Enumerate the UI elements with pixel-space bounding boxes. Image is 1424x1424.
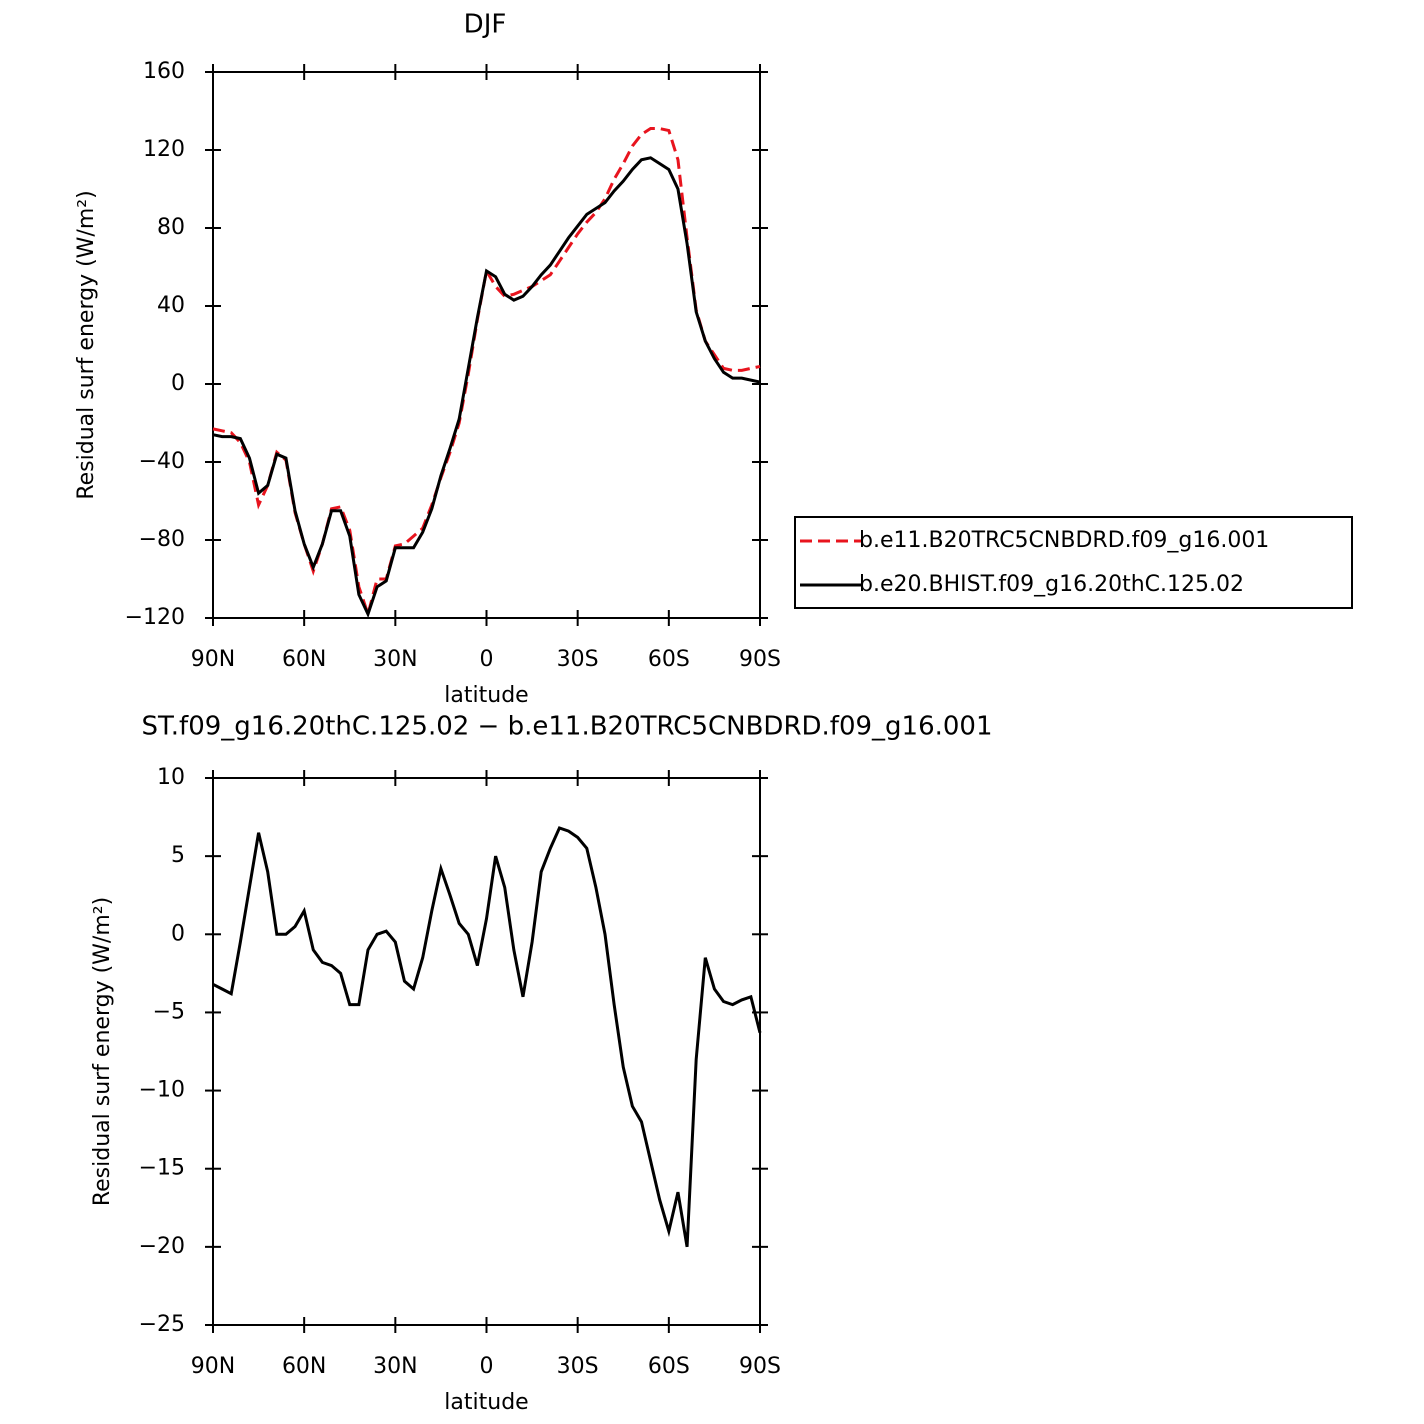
x-tick-label: 90N (191, 1354, 235, 1379)
y-tick-label: 10 (157, 765, 185, 790)
x-tick-label: 90S (739, 647, 781, 672)
y-tick-label: −5 (153, 999, 185, 1024)
x-tick-label: 30S (557, 647, 599, 672)
chart-title: ST.f09_g16.20thC.125.02 − b.e11.B20TRC5C… (141, 712, 992, 742)
legend-label: b.e11.B20TRC5CNBDRD.f09_g16.001 (859, 528, 1269, 553)
y-tick-label: −15 (139, 1156, 185, 1181)
y-axis-label: Residual surf energy (W/m²) (90, 897, 115, 1206)
x-tick-label: 90N (191, 647, 235, 672)
x-tick-label: 30N (373, 647, 417, 672)
x-axis-label: latitude (444, 1390, 528, 1415)
x-tick-label: 0 (480, 1354, 494, 1379)
x-tick-label: 30S (557, 1354, 599, 1379)
y-tick-label: −80 (139, 527, 185, 552)
y-tick-label: −40 (139, 449, 185, 474)
chart-title: DJF (464, 10, 507, 40)
y-axis-label: Residual surf energy (W/m²) (74, 190, 99, 499)
x-tick-label: 0 (480, 647, 494, 672)
plot-frame (212, 71, 761, 619)
data-line (212, 127, 761, 620)
y-tick-label: −10 (139, 1078, 185, 1103)
y-tick-label: −20 (139, 1234, 185, 1259)
y-tick-label: 0 (171, 371, 185, 396)
plot-frame (212, 777, 761, 1326)
y-tick-label: 0 (171, 921, 185, 946)
y-tick-label: 40 (157, 293, 185, 318)
x-tick-label: 60N (282, 1354, 326, 1379)
x-tick-label: 60S (648, 1354, 690, 1379)
y-tick-label: 120 (143, 137, 185, 162)
y-tick-label: 5 (171, 843, 185, 868)
legend-frame (794, 516, 1353, 609)
y-tick-label: −25 (139, 1312, 185, 1337)
x-axis-label: latitude (444, 683, 528, 708)
x-tick-label: 90S (739, 1354, 781, 1379)
legend-label: b.e20.BHIST.f09_g16.20thC.125.02 (859, 572, 1244, 597)
y-tick-label: −120 (125, 605, 185, 630)
x-tick-label: 60N (282, 647, 326, 672)
data-line (212, 156, 761, 619)
x-tick-label: 60S (648, 647, 690, 672)
y-tick-label: 80 (157, 215, 185, 240)
data-line (212, 826, 762, 1248)
x-tick-label: 30N (373, 1354, 417, 1379)
y-tick-label: 160 (143, 59, 185, 84)
